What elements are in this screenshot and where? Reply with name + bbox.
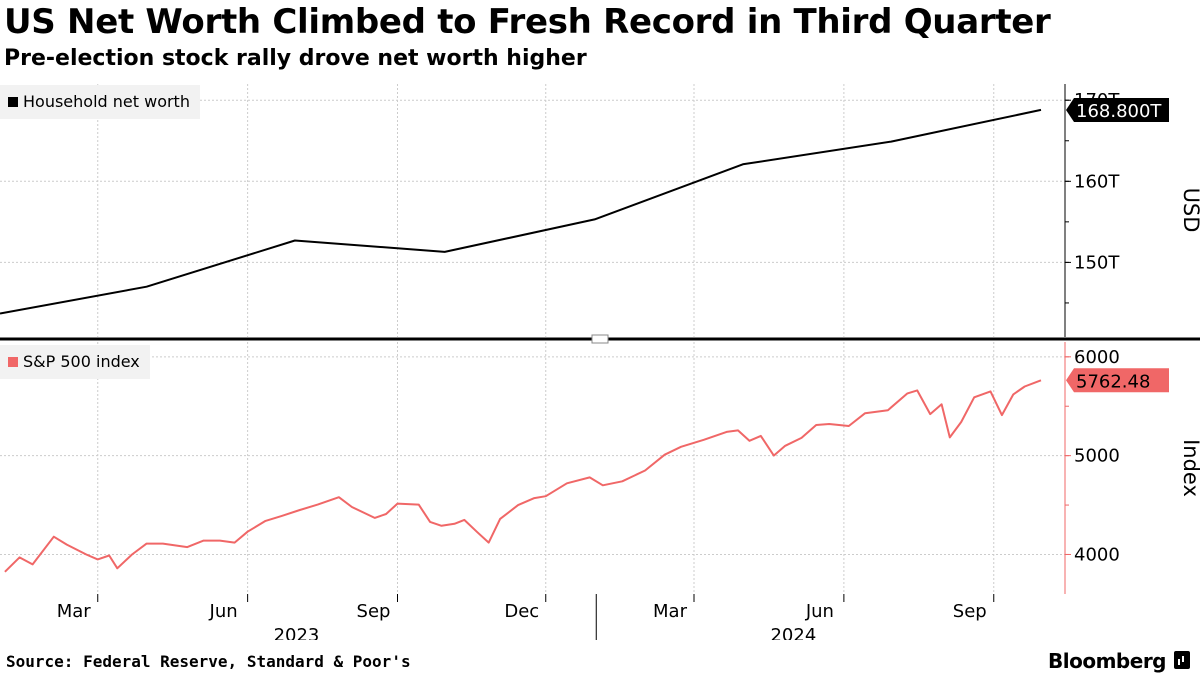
x-axis-tick-label: Sep [953,601,987,622]
x-axis-tick-label: Jun [805,601,834,622]
x-axis-tick-label: Dec [504,601,539,622]
last-value-tag-shape [1066,368,1169,393]
legend-household-net-worth: Household net worth [0,85,200,119]
x-axis-year-label: 2024 [770,625,816,640]
y-axis-tick-label: 150T [1074,252,1120,273]
last-value-tag-shape [1066,97,1169,122]
chart-title: US Net Worth Climbed to Fresh Record in … [4,2,1051,42]
chart-subtitle: Pre-election stock rally drove net worth… [4,46,587,71]
source-note: Source: Federal Reserve, Standard & Poor… [6,652,411,671]
x-axis-tick-label: Sep [357,601,391,622]
chart-canvas: MarJunSepDecMarJunSep20232024150T160T170… [0,84,1200,640]
x-axis-tick-label: Mar [653,601,688,622]
series-line-sp500 [4,379,1042,573]
last-value-tag-sp500: 5762.48 [1066,368,1169,393]
y-axis-unit-label: Index [1179,439,1200,497]
last-value-label: 168.800T [1076,101,1162,122]
series-line-net-worth [0,108,1042,315]
last-value-label: 5762.48 [1076,371,1150,392]
y-axis-unit-label: USD [1179,188,1200,233]
x-axis-year-label: 2023 [274,625,320,640]
y-axis-tick-label: 6000 [1074,347,1120,368]
legend-label: Household net worth [23,92,190,111]
legend-label: S&P 500 index [23,352,140,371]
y-axis-tick-label: 4000 [1074,544,1120,565]
y-axis-tick-label: 5000 [1074,446,1120,467]
panel-resize-handle [591,334,609,344]
legend-sp500: S&P 500 index [0,345,150,379]
last-value-tag-net-worth: 168.800T [1066,97,1169,122]
legend-swatch-net-worth [8,96,18,107]
x-axis-tick-label: Mar [57,601,92,622]
legend-swatch-sp500 [8,356,18,367]
y-axis-tick-label: 160T [1074,171,1120,192]
bloomberg-logo: Bloomberg [1048,649,1166,673]
x-axis-tick-label: Jun [209,601,238,622]
bloomberg-chart-icon [1174,651,1190,669]
